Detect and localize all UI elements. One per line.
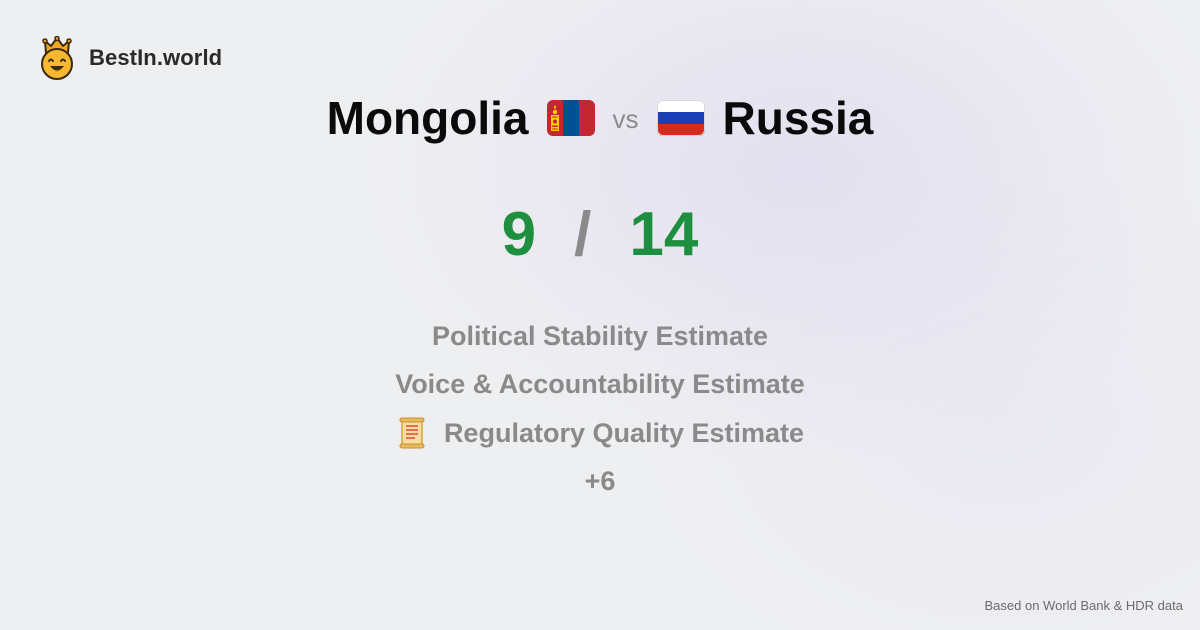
right-score: 14 <box>629 199 699 269</box>
metric-label: Regulatory Quality Estimate <box>443 417 805 448</box>
left-country-name[interactable]: Mongolia <box>326 92 529 144</box>
right-country-name[interactable]: Russia <box>722 92 874 144</box>
comparison-title: Mongolia vs R <box>0 88 1200 148</box>
metric-list: Political Stability Estimate Voice & Acc… <box>0 312 1200 506</box>
metric-item[interactable]: Regulatory Quality Estimate <box>0 409 1200 458</box>
russia-flag-icon <box>656 100 705 136</box>
brand[interactable]: BestIn.world <box>38 36 222 80</box>
mongolia-flag-icon <box>546 100 595 136</box>
metric-item[interactable]: Political Stability Estimate <box>0 312 1200 361</box>
data-source-note: Based on World Bank & HDR data <box>984 598 1183 613</box>
crown-smiley-icon <box>41 36 73 80</box>
left-score: 9 <box>501 199 537 269</box>
vs-label: vs <box>612 103 639 134</box>
scroll-icon <box>399 417 425 449</box>
metric-label: Voice & Accountability Estimate <box>395 369 805 400</box>
more-metrics-label: +6 <box>584 466 616 497</box>
metric-item[interactable]: Voice & Accountability Estimate <box>0 361 1200 410</box>
metric-label: Political Stability Estimate <box>431 320 769 351</box>
score-comparison: 9 / 14 <box>0 194 1200 274</box>
brand-name: BestIn.world <box>89 45 223 70</box>
more-metrics-count[interactable]: +6 <box>0 458 1200 507</box>
score-separator: / <box>574 199 592 269</box>
